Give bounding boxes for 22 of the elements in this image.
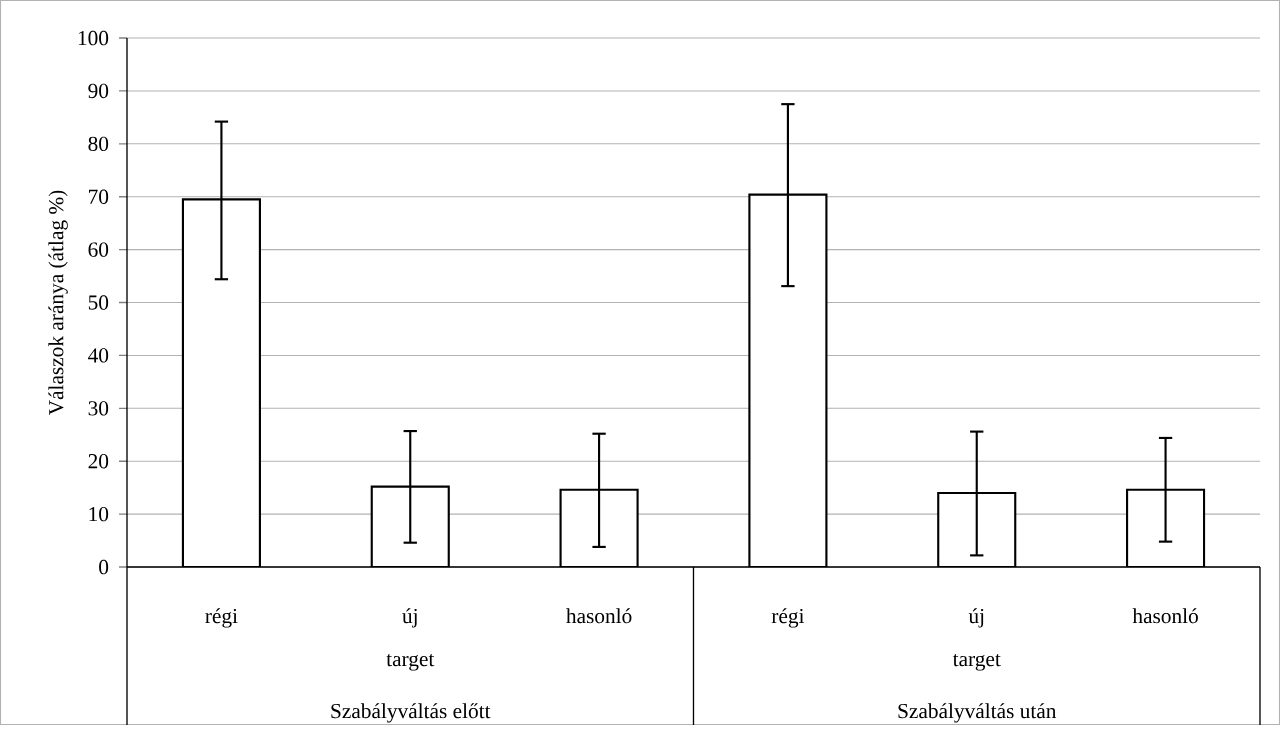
x-tick-label: régi bbox=[205, 608, 238, 628]
y-axis-title: Válaszok aránya (átlag %) bbox=[48, 190, 68, 416]
y-tick-label: 30 bbox=[88, 401, 109, 416]
y-tick-label: 40 bbox=[88, 348, 109, 363]
x-tick-label: hasonló bbox=[566, 608, 632, 624]
x-tick-label: új bbox=[968, 608, 984, 628]
text: Szabályváltás után bbox=[898, 703, 1057, 723]
text: target bbox=[386, 654, 435, 671]
x-tick-label: hasonló bbox=[1132, 608, 1198, 624]
text: target bbox=[952, 654, 1001, 671]
x-tick-label: új bbox=[402, 608, 417, 628]
y-tick-label: 0 bbox=[99, 559, 109, 575]
y-tick-label: 80 bbox=[88, 136, 109, 152]
y-tick-label: 50 bbox=[88, 295, 109, 310]
text: Szabályváltás előtt bbox=[331, 703, 491, 723]
y-tick-label: 90 bbox=[88, 83, 109, 99]
y-tick-label: 100 bbox=[78, 30, 109, 46]
y-tick-label: 70 bbox=[89, 189, 109, 205]
y-tick-label: 60 bbox=[88, 242, 109, 257]
y-tick-label: 20 bbox=[88, 454, 109, 469]
x-tick-label: régi bbox=[771, 608, 805, 628]
y-tick-label: 10 bbox=[89, 507, 109, 522]
